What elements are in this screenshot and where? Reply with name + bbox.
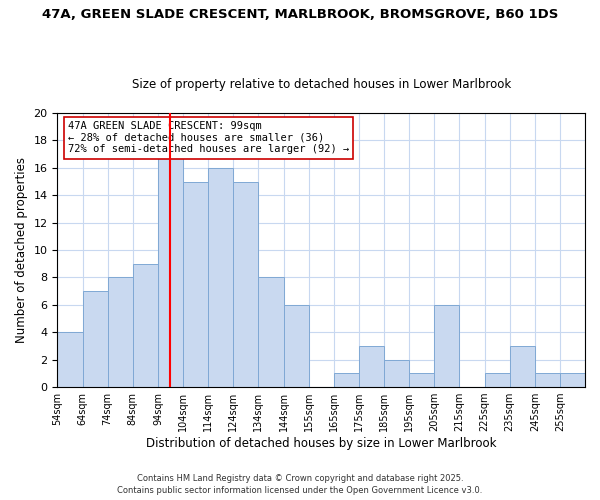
Bar [334,374,359,387]
Bar [58,332,83,387]
Bar [485,374,509,387]
Bar [83,291,107,387]
Bar [359,346,384,387]
Text: Contains HM Land Registry data © Crown copyright and database right 2025.
Contai: Contains HM Land Registry data © Crown c… [118,474,482,495]
Bar [434,305,460,387]
Y-axis label: Number of detached properties: Number of detached properties [15,157,28,343]
Bar [284,305,308,387]
Title: Size of property relative to detached houses in Lower Marlbrook: Size of property relative to detached ho… [131,78,511,91]
Bar [259,278,284,387]
Bar [107,278,133,387]
Bar [535,374,560,387]
Bar [208,168,233,387]
Bar [560,374,585,387]
Bar [384,360,409,387]
X-axis label: Distribution of detached houses by size in Lower Marlbrook: Distribution of detached houses by size … [146,437,496,450]
Text: 47A, GREEN SLADE CRESCENT, MARLBROOK, BROMSGROVE, B60 1DS: 47A, GREEN SLADE CRESCENT, MARLBROOK, BR… [42,8,558,20]
Bar [158,154,183,387]
Text: 47A GREEN SLADE CRESCENT: 99sqm
← 28% of detached houses are smaller (36)
72% of: 47A GREEN SLADE CRESCENT: 99sqm ← 28% of… [68,121,349,154]
Bar [183,182,208,387]
Bar [133,264,158,387]
Bar [409,374,434,387]
Bar [233,182,259,387]
Bar [509,346,535,387]
